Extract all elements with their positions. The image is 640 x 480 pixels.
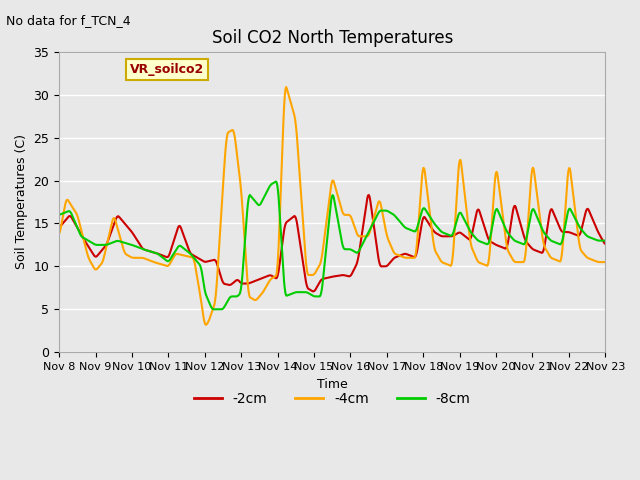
-8cm bbox=[471, 234, 479, 240]
-8cm bbox=[404, 226, 412, 232]
Y-axis label: Soil Temperatures (C): Soil Temperatures (C) bbox=[15, 134, 28, 269]
-8cm bbox=[527, 212, 534, 218]
-8cm bbox=[210, 306, 218, 312]
Legend: -2cm, -4cm, -8cm: -2cm, -4cm, -8cm bbox=[188, 386, 476, 411]
-2cm bbox=[89, 251, 97, 256]
-2cm bbox=[365, 192, 372, 198]
-4cm bbox=[404, 255, 412, 261]
Text: VR_soilco2: VR_soilco2 bbox=[130, 63, 204, 76]
-2cm bbox=[404, 252, 412, 258]
-4cm bbox=[374, 202, 381, 207]
-4cm bbox=[471, 252, 479, 258]
-8cm bbox=[388, 211, 396, 216]
Line: -4cm: -4cm bbox=[59, 87, 605, 325]
-8cm bbox=[602, 238, 609, 243]
-4cm bbox=[89, 263, 97, 268]
-8cm bbox=[374, 211, 381, 217]
-4cm bbox=[527, 180, 534, 186]
-4cm bbox=[388, 246, 396, 252]
-2cm bbox=[374, 250, 381, 256]
-8cm bbox=[272, 179, 280, 184]
-8cm bbox=[89, 240, 97, 246]
-2cm bbox=[602, 241, 609, 247]
-4cm bbox=[282, 84, 290, 90]
-8cm bbox=[55, 212, 63, 217]
-4cm bbox=[602, 259, 609, 265]
-4cm bbox=[202, 322, 210, 328]
-2cm bbox=[527, 244, 534, 250]
Text: No data for f_TCN_4: No data for f_TCN_4 bbox=[6, 14, 131, 27]
-2cm bbox=[55, 224, 63, 230]
-2cm bbox=[471, 218, 479, 224]
X-axis label: Time: Time bbox=[317, 377, 348, 391]
-2cm bbox=[310, 288, 317, 294]
-4cm bbox=[55, 230, 63, 236]
-2cm bbox=[388, 257, 396, 263]
Title: Soil CO2 North Temperatures: Soil CO2 North Temperatures bbox=[212, 29, 453, 48]
Line: -2cm: -2cm bbox=[59, 195, 605, 291]
Line: -8cm: -8cm bbox=[59, 181, 605, 309]
